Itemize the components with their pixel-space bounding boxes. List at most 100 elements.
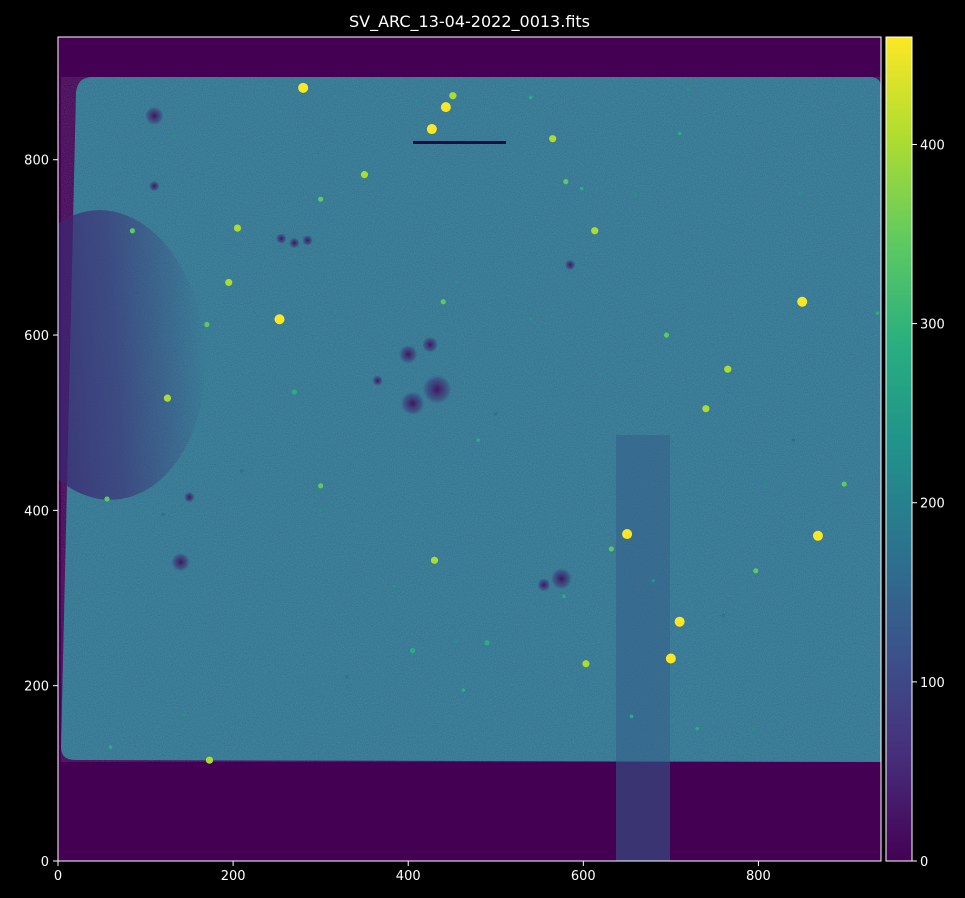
star-46 (752, 727, 756, 732)
dust-shadow-12 (564, 259, 576, 271)
star-62 (791, 438, 796, 443)
dust-shadow-6 (537, 578, 551, 592)
star-6 (674, 616, 685, 627)
x-tick-label-800: 800 (746, 869, 771, 884)
star-35 (629, 714, 634, 719)
x-tick-label-0: 0 (54, 869, 62, 884)
dust-shadow-2 (399, 345, 418, 364)
x-tick-label-600: 600 (571, 869, 596, 884)
dust-shadow-7 (145, 106, 164, 125)
star-10 (591, 227, 599, 235)
star-8 (797, 296, 808, 307)
star-47 (875, 311, 880, 315)
star-60 (240, 469, 244, 473)
column-stripe (616, 435, 670, 861)
star-32 (291, 389, 297, 395)
star-51 (171, 134, 176, 138)
star-18 (549, 135, 557, 143)
dust-shadow-10 (289, 237, 300, 249)
star-58 (599, 372, 603, 377)
colorbar-axis: 0 100 200 300 400 (912, 138, 945, 870)
colorbar-tick-label-300: 300 (920, 318, 945, 333)
star-23 (104, 496, 110, 502)
image-title: SV_ARC_13-04-2022_0013.fits (348, 12, 590, 31)
star-17 (702, 405, 710, 413)
star-5 (812, 530, 823, 541)
colorbar-tick-label-100: 100 (920, 676, 945, 691)
y-tick-label-600: 600 (24, 329, 49, 344)
star-26 (129, 228, 136, 234)
star-16 (724, 365, 732, 373)
dust-shadow-8 (276, 233, 287, 244)
star-15 (430, 556, 439, 564)
star-21 (582, 660, 590, 668)
dust-shadow-4 (171, 552, 190, 572)
x-axis: 0 200 400 600 800 (54, 861, 771, 884)
star-59 (634, 192, 638, 197)
star-41 (461, 688, 466, 692)
star-13 (163, 394, 172, 402)
star-27 (663, 332, 670, 338)
star-14 (205, 756, 214, 764)
bad-row-defect (413, 141, 506, 144)
star-38 (677, 131, 682, 136)
dust-shadow-9 (302, 235, 313, 246)
star-22 (753, 568, 759, 574)
star-33 (484, 640, 490, 646)
star-20 (563, 179, 569, 185)
dust-shadows (145, 106, 576, 592)
star-field (104, 82, 880, 764)
dust-shadow-0 (422, 375, 452, 404)
star-52 (454, 280, 459, 285)
y-tick-label-0: 0 (41, 855, 49, 870)
star-61 (721, 613, 726, 618)
star-34 (409, 648, 416, 654)
dust-shadow-11 (149, 180, 160, 192)
dust-shadow-3 (422, 336, 438, 353)
x-tick-label-200: 200 (221, 869, 246, 884)
star-43 (181, 712, 186, 717)
colorbar-frame (885, 36, 913, 862)
star-45 (686, 87, 691, 92)
star-55 (392, 584, 397, 589)
star-37 (476, 438, 481, 443)
star-11 (233, 224, 242, 232)
star-2 (440, 102, 451, 113)
star-3 (449, 92, 457, 100)
dust-shadow-14 (372, 375, 383, 386)
star-63 (161, 512, 165, 517)
star-57 (528, 317, 533, 322)
star-36 (695, 726, 699, 731)
star-44 (562, 594, 566, 599)
dust-shadow-5 (551, 568, 572, 590)
star-7 (665, 653, 676, 664)
y-axis: 0 200 400 600 800 (24, 154, 58, 870)
star-56 (454, 640, 459, 644)
star-25 (318, 196, 324, 202)
colorbar-tick-label-0: 0 (920, 855, 928, 870)
star-48 (763, 482, 768, 486)
dark-vignette-left (58, 210, 206, 500)
star-50 (415, 99, 419, 103)
star-39 (528, 95, 533, 100)
x-tick-label-400: 400 (396, 869, 421, 884)
star-54 (318, 508, 323, 513)
star-64 (493, 412, 498, 416)
star-19 (360, 171, 369, 179)
y-tick-label-200: 200 (24, 680, 49, 695)
star-0 (298, 82, 309, 93)
star-9 (274, 314, 285, 325)
star-53 (798, 191, 803, 195)
star-30 (318, 483, 324, 489)
star-1 (426, 124, 437, 135)
star-31 (204, 321, 210, 328)
star-29 (841, 481, 847, 487)
y-tick-label-800: 800 (24, 154, 49, 169)
star-49 (651, 578, 656, 583)
fits-image (58, 37, 881, 861)
star-4 (622, 529, 633, 540)
colorbar-tick-label-400: 400 (920, 138, 945, 153)
star-65 (345, 675, 349, 679)
colorbar (886, 37, 912, 861)
